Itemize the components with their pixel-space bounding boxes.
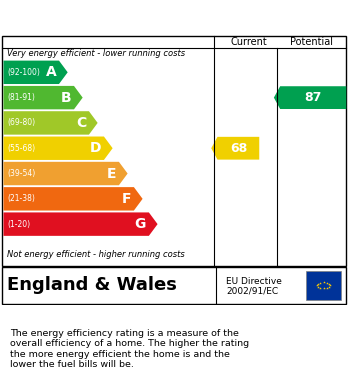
Text: E: E — [106, 167, 116, 181]
Polygon shape — [274, 86, 346, 109]
Text: England & Wales: England & Wales — [7, 276, 177, 294]
Polygon shape — [3, 111, 98, 135]
Text: (21-38): (21-38) — [7, 194, 35, 203]
Polygon shape — [3, 61, 68, 84]
Text: Very energy efficient - lower running costs: Very energy efficient - lower running co… — [7, 49, 185, 58]
Text: 87: 87 — [304, 91, 322, 104]
Text: The energy efficiency rating is a measure of the
overall efficiency of a home. T: The energy efficiency rating is a measur… — [10, 329, 250, 369]
Text: (81-91): (81-91) — [7, 93, 35, 102]
Text: (92-100): (92-100) — [7, 68, 40, 77]
Polygon shape — [3, 136, 113, 160]
Text: D: D — [90, 141, 101, 155]
Text: Energy Efficiency Rating: Energy Efficiency Rating — [10, 7, 239, 25]
Polygon shape — [3, 187, 143, 210]
Polygon shape — [3, 162, 128, 185]
Polygon shape — [211, 137, 259, 160]
Text: EU Directive: EU Directive — [226, 277, 282, 286]
Text: (1-20): (1-20) — [7, 220, 30, 229]
Text: Not energy efficient - higher running costs: Not energy efficient - higher running co… — [7, 249, 185, 259]
Text: G: G — [135, 217, 146, 231]
Polygon shape — [3, 212, 158, 236]
Text: C: C — [76, 116, 86, 130]
Text: 2002/91/EC: 2002/91/EC — [226, 287, 278, 296]
FancyBboxPatch shape — [306, 271, 341, 300]
Polygon shape — [3, 86, 83, 109]
Text: (55-68): (55-68) — [7, 144, 35, 153]
Text: (69-80): (69-80) — [7, 118, 35, 127]
Text: F: F — [121, 192, 131, 206]
Text: Potential: Potential — [290, 37, 333, 47]
Text: A: A — [46, 65, 56, 79]
Text: 68: 68 — [230, 142, 247, 155]
Text: (39-54): (39-54) — [7, 169, 35, 178]
Text: Current: Current — [230, 37, 267, 47]
Text: B: B — [61, 91, 71, 105]
